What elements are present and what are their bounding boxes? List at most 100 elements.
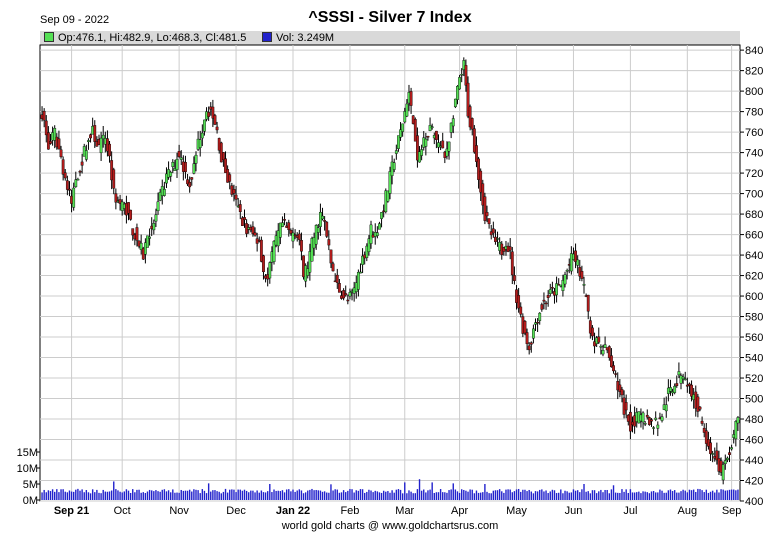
candle-body (194, 154, 198, 164)
volume-bar (49, 491, 52, 500)
candle-body (78, 170, 82, 173)
volume-tick-label: 15M (17, 447, 38, 459)
volume-bar (134, 492, 136, 500)
y-tick-label: 820 (745, 66, 763, 78)
candle-body (344, 293, 348, 296)
volume-bar (315, 489, 317, 500)
volume-bar (446, 492, 448, 500)
y-tick-label: 660 (745, 230, 763, 242)
candle-body (238, 204, 242, 213)
candle-body (44, 120, 48, 136)
volume-bar (579, 492, 581, 500)
candle-body (628, 411, 632, 432)
candle-body (143, 242, 147, 255)
volume-bar (572, 489, 575, 500)
volume-bar (340, 492, 343, 500)
volume-bar (98, 492, 100, 500)
candle-body (200, 132, 204, 139)
volume-bar (737, 489, 739, 500)
volume-bar (229, 489, 231, 500)
volume-bar (239, 489, 241, 500)
candle-body (523, 321, 527, 334)
volume-bar (482, 492, 484, 500)
volume-bar (646, 492, 648, 500)
candle-body (129, 209, 133, 220)
volume-bar (591, 490, 594, 500)
candle-body (57, 138, 61, 150)
volume-bar (334, 489, 336, 500)
volume-bar (127, 490, 130, 500)
candle-body (329, 249, 333, 264)
volume-bar (294, 491, 296, 500)
volume-bar (317, 490, 320, 500)
candle-body (262, 255, 265, 273)
candle-body (447, 141, 451, 152)
volume-bar (393, 492, 395, 500)
volume-bar (692, 489, 695, 500)
ohlc-swatch-icon (44, 32, 54, 42)
volume-bar (235, 492, 237, 500)
candle-body (525, 332, 529, 345)
candle-body (171, 162, 175, 167)
volume-bar (633, 492, 636, 500)
volume-bar (169, 492, 172, 500)
candle-body (198, 139, 202, 148)
candle-body (468, 106, 472, 128)
volume-bar (669, 489, 672, 500)
volume-bar (370, 490, 372, 500)
volume-bar (380, 492, 383, 500)
volume-bar (397, 489, 400, 500)
x-tick-label: Jun (565, 505, 583, 517)
volume-bar (576, 490, 579, 500)
candle-body (310, 238, 314, 262)
volume-bar (216, 491, 218, 500)
volume-bar (58, 492, 60, 500)
volume-bar (583, 484, 585, 500)
volume-bar (357, 490, 360, 500)
candle-body (59, 149, 63, 158)
volume-bar (233, 489, 235, 500)
candle-body (597, 336, 601, 343)
volume-bars (41, 479, 739, 500)
volume-bar (321, 491, 324, 500)
volume-bar (707, 492, 710, 500)
volume-bar (271, 492, 273, 500)
candle-body (641, 412, 645, 423)
volume-bar (323, 491, 326, 500)
volume-bar (366, 491, 368, 500)
candle-body (576, 259, 580, 266)
volume-bar (161, 489, 163, 500)
volume-bar (205, 493, 208, 500)
volume-bar (437, 492, 440, 500)
candle-body (188, 181, 192, 188)
volume-bar (106, 491, 109, 500)
volume-bar (560, 489, 562, 500)
volume-bar (376, 491, 379, 500)
volume-bar (423, 489, 425, 500)
volume-bar (351, 489, 353, 500)
candle-body (346, 299, 350, 302)
volume-bar (180, 489, 182, 500)
candle-body (289, 230, 293, 234)
candle-body (80, 161, 84, 166)
candle-body (569, 253, 573, 272)
candle-body (430, 126, 434, 129)
volume-bar (718, 492, 720, 500)
candle-body (426, 135, 430, 138)
candle-body (610, 355, 613, 368)
candle-body (331, 263, 335, 272)
volume-bar (722, 489, 724, 500)
volume-bar (513, 491, 516, 500)
candle-body (603, 344, 607, 348)
y-tick-label: 580 (745, 312, 763, 324)
candle-body (487, 218, 491, 225)
volume-bar (659, 489, 661, 500)
volume-bar (361, 489, 364, 500)
candle-body (369, 224, 373, 244)
volume-bar (115, 489, 117, 500)
volume-bar (435, 492, 438, 500)
volume-bar (64, 491, 66, 500)
volume-bar (602, 492, 604, 500)
volume-bar (385, 491, 387, 500)
volume-bar (298, 489, 301, 500)
